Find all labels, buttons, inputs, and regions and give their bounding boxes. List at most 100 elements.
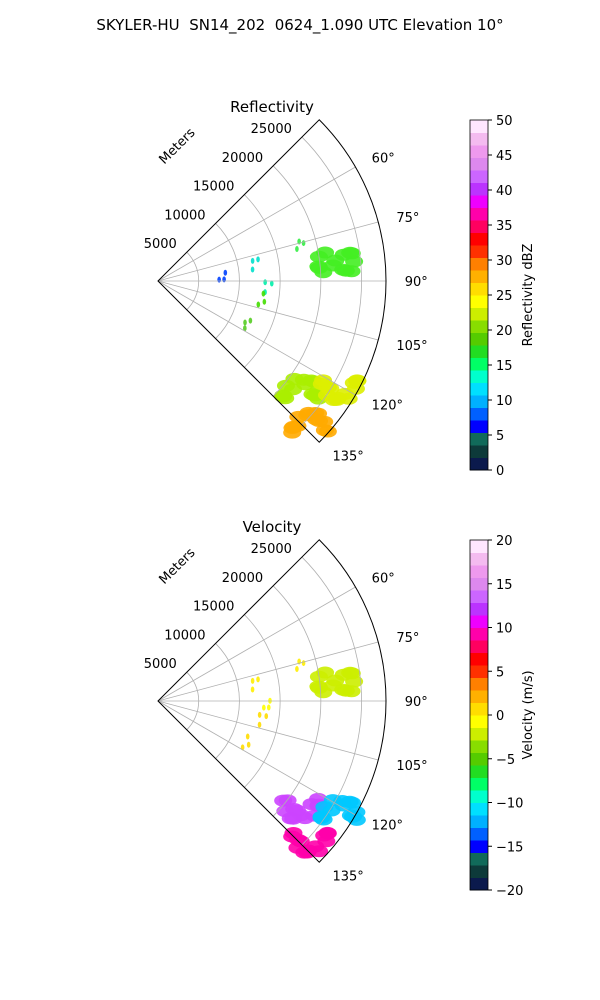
colorbar-segment [470, 270, 488, 283]
echo-feature-6 [243, 317, 253, 332]
velocity-panel: Velocity 5000 10000 15000 20000 25000 Meters 6… [144, 518, 536, 899]
reflectivity-polar-axes: 5000 10000 15000 20000 25000 Meters 60° 75° 90° 1… [144, 119, 428, 464]
angle-tick-label: 120° [372, 818, 403, 833]
echo-cell [342, 247, 361, 260]
colorbar-segment [470, 170, 488, 183]
echo-cell [266, 704, 271, 711]
echo-cell [334, 683, 353, 696]
angle-gridline-3 [157, 700, 379, 761]
reflectivity-colorbar: 0 5 10 15 20 25 30 35 40 45 50 Reflectivity dBZ [469, 114, 536, 479]
colorbar-segment [470, 827, 488, 841]
echo-cell [303, 388, 322, 401]
angle-tick-label: 90° [405, 275, 428, 290]
figure-title: SKYLER-HU SN14_202 0624_1.090 UTC Elevat… [96, 16, 504, 34]
colorbar-segment [470, 565, 488, 578]
angle-gridline-3 [157, 280, 379, 341]
colorbar-segment [470, 640, 488, 653]
colorbar-segment [470, 740, 488, 753]
echo-cell [315, 801, 334, 814]
colorbar-tick-label: 25 [496, 289, 513, 304]
colorbar-tick-label: 30 [496, 254, 513, 269]
echo-cell [278, 794, 297, 807]
colorbar-segment [470, 815, 488, 828]
radial-tick-label: 25000 [251, 122, 292, 137]
echo-feature-5 [256, 290, 267, 308]
colorbar-segment [470, 282, 488, 296]
colorbar-segment [470, 407, 488, 421]
echo-cell [248, 317, 253, 324]
colorbar-segment [470, 332, 488, 346]
colorbar-tick-label: 35 [496, 219, 513, 234]
colorbar-segment [470, 195, 488, 208]
radial-tick-label: 10000 [164, 628, 205, 643]
echo-feature-2 [250, 256, 260, 273]
echo-cell [343, 796, 362, 809]
colorbar-segment [470, 207, 488, 221]
echo-cell [262, 704, 266, 711]
velocity-polar-axes: 5000 10000 15000 20000 25000 Meters 60° 75° 90° 1… [144, 539, 428, 884]
echo-cell [243, 319, 247, 326]
echo-feature-1 [309, 246, 364, 279]
echo-cell [315, 424, 334, 437]
radial-tick-label: 15000 [193, 600, 234, 615]
echo-cell [257, 721, 262, 728]
colorbar-segment [470, 790, 488, 803]
colorbar-segment [470, 802, 488, 816]
echo-cell [301, 660, 306, 667]
reflectivity-panel-title: Reflectivity [230, 98, 314, 116]
echo-cell [310, 261, 329, 274]
colorbar-segment [470, 157, 488, 171]
colorbar-segment [470, 257, 488, 271]
colorbar-tick-label: 5 [496, 429, 504, 444]
echo-feature-2 [250, 676, 260, 693]
colorbar-segment [470, 307, 488, 321]
echo-cell [246, 741, 251, 748]
echo-cell [295, 666, 299, 673]
radial-axis-label: Meters [157, 125, 199, 167]
angle-tick-label: 60° [372, 152, 395, 167]
colorbar-segment [470, 232, 488, 246]
colorbar-segment [470, 602, 488, 616]
colorbar-segment [470, 677, 488, 691]
echo-cell [341, 809, 360, 822]
colorbar-segment [470, 852, 488, 866]
echo-cell [295, 846, 314, 859]
echo-cell [291, 835, 310, 848]
colorbar-segment [470, 840, 488, 853]
angle-gridline-0 [157, 166, 356, 282]
colorbar-tick-label: 45 [496, 149, 513, 164]
echo-feature-8 [283, 826, 337, 859]
colorbar-segment [470, 715, 488, 728]
radial-tick-label: 25000 [251, 542, 292, 557]
colorbar-segment [470, 590, 488, 603]
colorbar-tick-label: −20 [496, 884, 523, 899]
colorbar-segment [470, 665, 488, 678]
colorbar-tick-label: 15 [496, 578, 513, 593]
colorbar-segment [470, 627, 488, 641]
colorbar-tick-label: −15 [496, 840, 523, 855]
echo-cell [276, 379, 295, 392]
echo-cell [256, 301, 261, 308]
angle-gridline-1 [157, 221, 379, 282]
echo-cell [318, 826, 337, 839]
colorbar-tick-label: −5 [496, 753, 515, 768]
echo-cell [223, 269, 228, 276]
echo-cell [262, 298, 267, 305]
echo-cell [274, 390, 293, 403]
colorbar-segment [470, 345, 488, 358]
echo-cell [269, 280, 274, 287]
angle-tick-label: 60° [372, 572, 395, 587]
angle-gridline-1 [157, 641, 379, 702]
angle-tick-label: 75° [396, 631, 419, 646]
echo-feature-0 [295, 658, 306, 673]
echo-cell [243, 325, 247, 332]
colorbar-segment [470, 220, 488, 233]
colorbar-segment [470, 182, 488, 196]
angle-tick-label: 90° [405, 695, 428, 710]
colorbar-tick-label: 10 [496, 394, 513, 409]
echo-cell [250, 686, 255, 693]
angle-gridline-4 [157, 700, 356, 816]
echo-cell [250, 677, 255, 684]
reflectivity-panel: Reflectivity 5000 10000 15000 20000 25000 Met… [144, 98, 536, 479]
colorbar-segment [470, 145, 488, 158]
